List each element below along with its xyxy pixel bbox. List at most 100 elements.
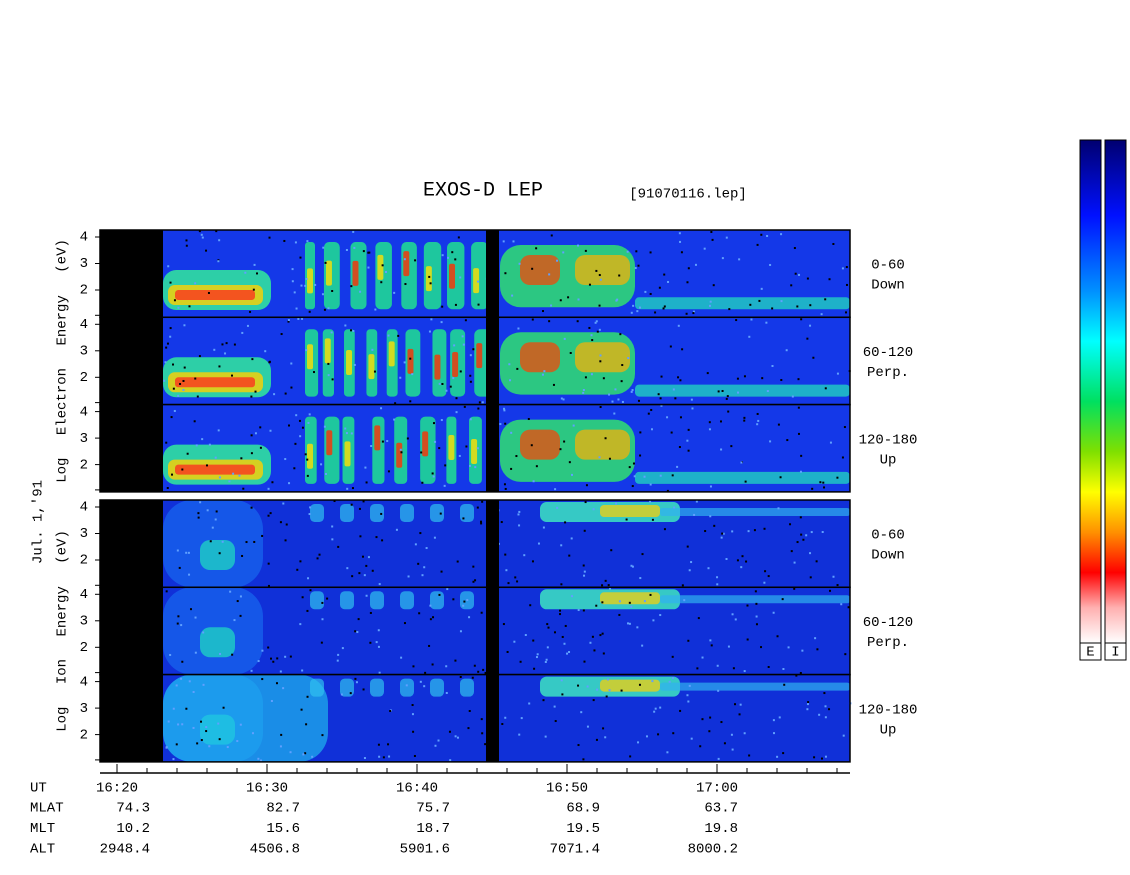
angle-label: 120-180: [859, 432, 918, 448]
speckle: [841, 456, 844, 459]
direction-label: Down: [871, 548, 905, 564]
speckle: [559, 613, 562, 616]
speckle: [806, 708, 809, 711]
speckle: [428, 330, 431, 333]
speckle: [629, 755, 632, 758]
speckle: [419, 680, 422, 683]
speckle: [687, 700, 690, 703]
speckle: [461, 335, 464, 338]
speckle: [185, 551, 188, 554]
speckle: [518, 733, 521, 736]
speckle: [795, 674, 798, 677]
spectrum-patch: [200, 540, 235, 570]
speckle: [709, 515, 712, 518]
speckle: [239, 595, 242, 598]
speckle: [713, 524, 716, 527]
speckle: [459, 276, 462, 279]
speckle: [822, 481, 825, 484]
speckle: [694, 263, 697, 266]
speckle: [563, 440, 566, 443]
speckle: [510, 467, 513, 470]
speckle: [692, 312, 695, 315]
speckle: [429, 282, 432, 285]
speckle: [645, 735, 648, 738]
speckle: [643, 475, 646, 478]
speckle: [594, 321, 597, 324]
row-label: UT: [30, 781, 47, 797]
speckle: [649, 500, 652, 503]
speckle: [608, 393, 611, 396]
speckle: [336, 659, 339, 662]
speckle: [554, 488, 557, 491]
speckle: [509, 379, 512, 382]
speckle: [548, 320, 551, 323]
speckle: [246, 324, 249, 327]
speckle: [592, 699, 595, 702]
speckle: [671, 474, 674, 477]
speckle: [789, 523, 792, 526]
speckle: [350, 432, 353, 435]
speckle: [459, 630, 462, 633]
speckle: [614, 388, 617, 391]
speckle: [163, 379, 166, 382]
ephemeris-value: 15.6: [266, 821, 300, 837]
group-label: Log Ion Energy (eV): [55, 530, 71, 732]
speckle: [365, 564, 368, 567]
speckle: [423, 685, 426, 688]
speckle: [267, 584, 270, 587]
speckle: [793, 561, 796, 564]
speckle: [361, 555, 364, 558]
speckle: [452, 598, 455, 601]
speckle: [708, 428, 711, 431]
speckle: [175, 743, 178, 746]
speckle: [559, 609, 562, 612]
speckle: [731, 530, 734, 533]
speckle: [411, 373, 414, 376]
speckle: [712, 284, 715, 287]
speckle: [723, 742, 726, 745]
speckle: [757, 419, 760, 422]
speckle: [240, 457, 243, 460]
speckle: [393, 418, 396, 421]
speckle: [782, 667, 785, 670]
speckle: [630, 390, 633, 393]
speckle: [499, 423, 502, 426]
speckle: [688, 684, 691, 687]
speckle: [299, 623, 302, 626]
speckle: [716, 576, 719, 579]
speckle: [836, 476, 839, 479]
speckle: [717, 757, 720, 760]
speckle: [194, 282, 197, 285]
speckle: [194, 616, 197, 619]
speckle: [456, 560, 459, 563]
speckle: [559, 299, 562, 302]
speckle: [198, 230, 201, 233]
speckle: [320, 463, 323, 466]
speckle: [568, 554, 571, 557]
speckle: [591, 635, 594, 638]
speckle: [304, 284, 307, 287]
speckle: [773, 732, 776, 735]
colorbar: [1079, 139, 1102, 644]
speckle: [380, 407, 383, 410]
spectrum-patch: [471, 439, 478, 465]
spectrum-patch: [575, 342, 630, 373]
speckle: [799, 671, 802, 674]
speckle: [454, 659, 457, 662]
colorbar: [1104, 139, 1127, 644]
y-tick-label: 3: [80, 256, 88, 272]
speckle: [311, 755, 314, 758]
speckle: [209, 540, 212, 543]
speckle: [802, 538, 805, 541]
speckle: [447, 256, 450, 259]
speckle: [663, 273, 666, 276]
speckle: [314, 283, 317, 286]
speckle: [304, 453, 307, 456]
speckle: [598, 304, 601, 307]
speckle: [369, 641, 372, 644]
speckle: [681, 584, 684, 587]
speckle: [806, 277, 809, 280]
speckle: [441, 305, 444, 308]
speckle: [241, 554, 244, 557]
y-tick-label: 3: [80, 526, 88, 542]
